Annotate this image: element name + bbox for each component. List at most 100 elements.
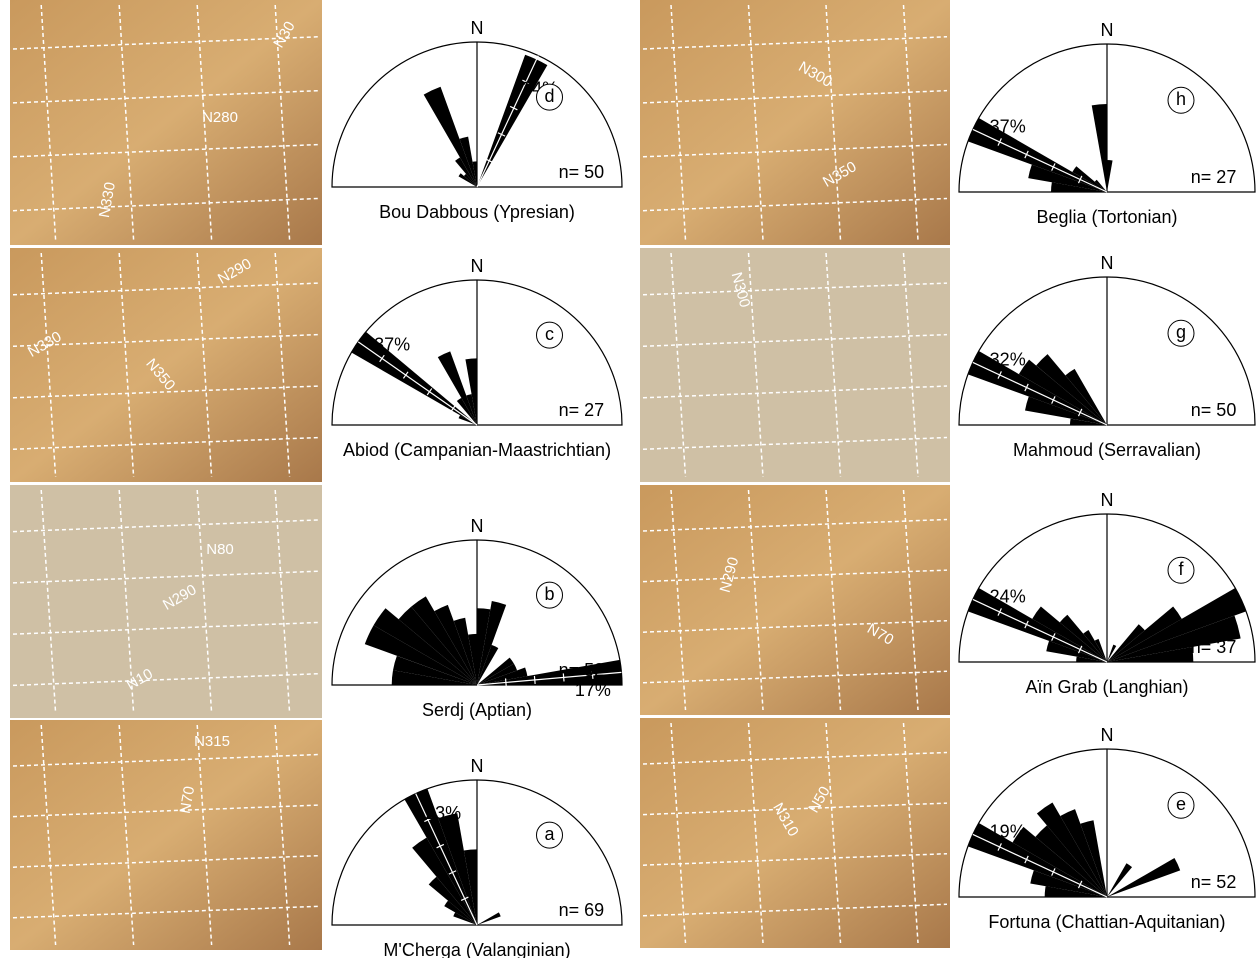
fracture-line <box>642 670 948 684</box>
letter-circle <box>1167 86 1195 114</box>
petal <box>351 331 477 425</box>
scale-tick <box>448 870 457 875</box>
scale-tick <box>522 79 530 85</box>
petal <box>1072 166 1107 192</box>
petal <box>412 837 477 925</box>
fracture-line <box>642 333 948 348</box>
petal <box>1030 870 1107 897</box>
fracture-line <box>12 385 320 399</box>
rose-title: Mahmoud (Serravalian) <box>1013 440 1201 460</box>
photo <box>640 718 950 948</box>
petal <box>1107 647 1194 662</box>
fracture-line <box>642 36 948 50</box>
letter-circle <box>1167 556 1195 584</box>
scale-line <box>972 128 1108 193</box>
scale-tick <box>562 673 565 682</box>
fracture-line <box>747 252 764 478</box>
petal <box>967 588 1107 662</box>
scale-label: 37% <box>374 335 410 355</box>
petal <box>967 351 1107 425</box>
fracture-line <box>642 802 948 816</box>
fracture-line <box>12 436 320 450</box>
petal <box>1107 624 1145 662</box>
sample-count: n= 69 <box>559 900 605 920</box>
photo <box>640 485 950 715</box>
petal <box>428 876 477 925</box>
sample-count: n= 27 <box>559 400 605 420</box>
fracture-line <box>825 489 842 711</box>
petal <box>453 912 477 925</box>
fracture-line <box>118 4 135 241</box>
fracture-line <box>118 489 135 714</box>
fracture-line <box>274 724 291 946</box>
scale-tick <box>504 678 507 687</box>
north-label: N <box>1101 490 1114 510</box>
petal <box>477 667 528 685</box>
rose-title: Bou Dabbous (Ypresian) <box>379 202 575 222</box>
scale-label: 19% <box>990 821 1026 841</box>
petal <box>1076 656 1107 662</box>
panel-letter: g <box>1176 322 1186 342</box>
rose-title: Serdj (Aptian) <box>422 700 532 720</box>
sample-count: n= 37 <box>1191 637 1237 657</box>
scale-line <box>415 793 478 926</box>
scale-tick <box>997 843 1002 851</box>
fracture-line <box>12 905 320 919</box>
scale-tick <box>485 158 494 163</box>
petal <box>1070 418 1107 425</box>
fracture-line <box>825 4 842 241</box>
scale-tick <box>1077 175 1083 184</box>
panel-letter: c <box>545 324 554 344</box>
scale-tick <box>497 132 506 137</box>
scale-tick <box>1024 150 1029 159</box>
scale-tick <box>436 843 445 849</box>
fracture-line <box>670 252 687 478</box>
scale-tick <box>426 388 433 396</box>
photo <box>640 0 950 245</box>
fracture-line <box>902 4 919 241</box>
panel-letter: h <box>1176 89 1186 109</box>
rose-title: M'Cherga (Valanginian) <box>383 940 570 958</box>
fracture-line <box>12 672 320 687</box>
petal <box>373 608 477 685</box>
rose-title: Aïn Grab (Langhian) <box>1025 677 1188 697</box>
petal <box>1025 396 1107 425</box>
fracture-line <box>670 489 687 711</box>
photo-annotation: N70 <box>177 785 199 815</box>
scale-label: 32% <box>990 349 1026 369</box>
petal <box>1046 640 1107 662</box>
photo-annotation: N315 <box>194 733 230 750</box>
fracture-line <box>670 722 687 944</box>
petal <box>1059 614 1107 662</box>
fracture-line <box>12 804 320 818</box>
north-label: N <box>471 756 484 776</box>
petal <box>1012 826 1107 897</box>
fracture-line <box>670 4 687 241</box>
fracture-line <box>12 197 320 212</box>
fracture-line <box>642 569 948 583</box>
petal <box>1107 644 1117 662</box>
scale-tick <box>1024 855 1029 864</box>
scale-tick <box>997 608 1002 616</box>
north-label: N <box>1101 725 1114 745</box>
fracture-line <box>12 854 320 868</box>
rose-title: Fortuna (Chattian-Aquitanian) <box>988 912 1225 932</box>
scale-line <box>972 833 1108 898</box>
petal <box>398 606 477 685</box>
scale-line <box>476 671 622 686</box>
scale-tick <box>1024 383 1029 392</box>
fracture-line <box>196 724 213 946</box>
fracture-line <box>642 282 948 296</box>
north-label: N <box>1101 253 1114 273</box>
north-label: N <box>471 256 484 276</box>
photo <box>640 248 950 482</box>
scale-tick <box>1051 633 1056 641</box>
petal <box>477 659 622 685</box>
rose-title: Abiod (Campanian-Maastrichtian) <box>343 440 611 460</box>
fracture-line <box>642 385 948 399</box>
petal <box>1094 179 1107 192</box>
photo-annotation: N80 <box>206 541 234 558</box>
petal <box>1107 615 1241 662</box>
scale-tick <box>1077 408 1083 417</box>
